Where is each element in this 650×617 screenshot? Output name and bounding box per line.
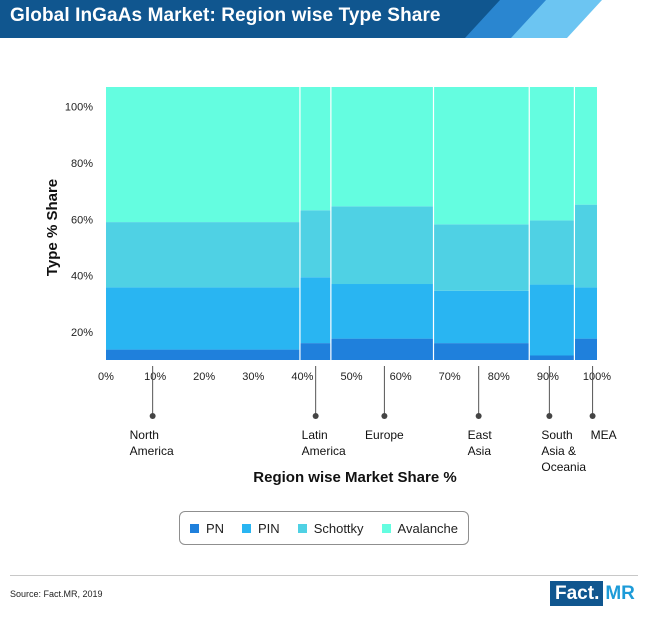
- legend-swatch-schottky: [297, 523, 307, 533]
- region-label-line: MEA: [591, 428, 617, 442]
- bar-segment-pin-north-america: [106, 287, 300, 350]
- bar-segment-avalanche-latin-america: [299, 87, 331, 211]
- x-axis-title: Region wise Market Share %: [253, 469, 456, 486]
- region-label-line: East: [468, 428, 493, 442]
- callout-dot: [475, 413, 482, 419]
- legend-swatch-avalanche: [381, 523, 391, 533]
- bar-segment-pin-mea: [574, 287, 597, 339]
- legend-label-schottky: Schottky: [313, 520, 364, 536]
- y-tick-label: 20%: [71, 327, 93, 339]
- legend-label-avalanche: Avalanche: [397, 520, 459, 536]
- marimekko-chart: 20% 40% 60% 80% 100% 0% 10% 20% 30% 40% 50% 60% 70% 8…: [44, 87, 617, 486]
- region-label-line: Latin: [302, 428, 328, 442]
- callout-dot: [381, 413, 388, 419]
- bar-segment-avalanche-north-america: [106, 87, 300, 223]
- region-label-line: South: [541, 428, 572, 442]
- legend-item-schottky: Schottky: [297, 520, 364, 536]
- region-label-line: America: [302, 444, 346, 458]
- x-tick-label: 20%: [193, 371, 215, 383]
- y-tick-label: 100%: [65, 102, 93, 114]
- bar-segment-schottky-mea: [574, 204, 597, 288]
- region-label-line: America: [130, 444, 174, 458]
- x-tick-label: 100%: [583, 371, 611, 383]
- x-tick-label: 40%: [291, 371, 313, 383]
- x-tick-label: 80%: [488, 371, 510, 383]
- legend-item-pin: PIN: [242, 521, 280, 536]
- bar-segment-schottky-north-america: [106, 222, 300, 288]
- page-title: Global InGaAs Market: Region wise Type S…: [10, 5, 441, 26]
- callout-dot: [589, 413, 596, 419]
- bar-segment-pn-europe: [330, 338, 434, 360]
- x-tick-label: 50%: [340, 371, 362, 383]
- bar-segment-schottky-europe: [330, 206, 434, 285]
- x-tick-label: 10%: [144, 371, 166, 383]
- region-label-line: Oceania: [541, 460, 586, 474]
- bar-segment-pn-mea: [574, 338, 597, 360]
- source-note: Source: Fact.MR, 2019: [10, 589, 103, 599]
- callout-dot: [149, 413, 156, 419]
- callout-dot: [312, 413, 319, 419]
- logo-text-mr: MR: [605, 583, 635, 604]
- bar-segment-avalanche-mea: [574, 87, 597, 205]
- factmr-logo: Fact. MR: [550, 581, 635, 606]
- bar-segment-pin-east-asia: [433, 290, 530, 344]
- title-banner: Global InGaAs Market: Region wise Type S…: [0, 0, 650, 38]
- legend-label-pin: PIN: [258, 520, 280, 536]
- legend-swatch-pn: [189, 523, 199, 533]
- x-tick-label: 0%: [98, 371, 114, 383]
- bar-segment-pn-south-asia-oceania: [529, 355, 575, 360]
- x-tick-label: 60%: [390, 371, 412, 383]
- callout-dot: [546, 413, 553, 419]
- y-tick-label: 60%: [71, 214, 93, 226]
- bar-segment-pn-east-asia: [433, 343, 530, 360]
- bar-segment-pn-latin-america: [299, 343, 331, 360]
- legend-item-avalanche: Avalanche: [381, 520, 459, 536]
- bar-segment-pin-europe: [330, 284, 434, 339]
- bar-segment-schottky-latin-america: [299, 210, 331, 278]
- bar-segment-pin-south-asia-oceania: [529, 284, 575, 356]
- region-label-line: Asia: [468, 444, 492, 458]
- x-tick-label: 30%: [242, 371, 264, 383]
- legend-swatch-pin: [242, 523, 252, 533]
- bar-segment-avalanche-south-asia-oceania: [529, 87, 575, 221]
- bar-segment-schottky-south-asia-oceania: [529, 220, 575, 285]
- region-label-line: Europe: [365, 428, 404, 442]
- footer-divider: [10, 575, 638, 576]
- legend-label-pn: PN: [205, 520, 225, 536]
- bar-segment-pn-north-america: [106, 349, 300, 360]
- banner-background: [0, 0, 602, 38]
- chart-legend: PN PIN Schottky Avalanche: [179, 511, 469, 545]
- region-label-line: North: [130, 428, 159, 442]
- region-label-line: Asia &: [541, 444, 576, 458]
- x-tick-label: 90%: [537, 371, 559, 383]
- x-tick-label: 70%: [439, 371, 461, 383]
- y-axis-title: Type % Share: [44, 179, 61, 276]
- bar-segment-pin-latin-america: [299, 277, 331, 344]
- y-tick-label: 80%: [71, 158, 93, 170]
- bar-segment-avalanche-east-asia: [433, 87, 530, 225]
- bar-segment-schottky-east-asia: [433, 224, 530, 291]
- logo-text-fact: Fact.: [550, 581, 604, 606]
- bar-segment-avalanche-europe: [330, 87, 434, 207]
- y-tick-label: 40%: [71, 271, 93, 283]
- legend-item-pn: PN: [189, 520, 225, 536]
